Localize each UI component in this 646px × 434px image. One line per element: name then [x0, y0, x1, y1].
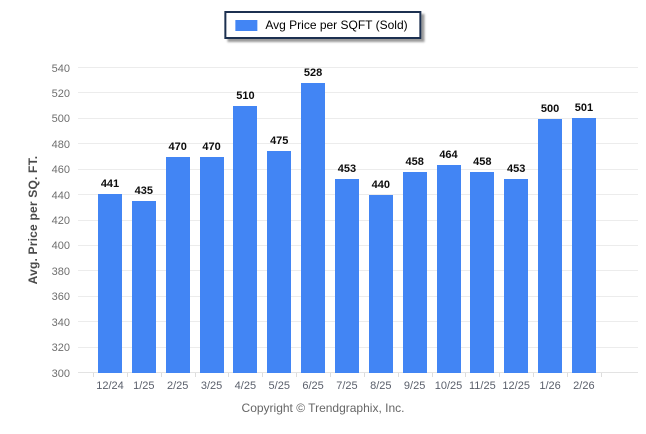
- x-tick-label: 8/25: [370, 380, 392, 392]
- bar-value-label: 475: [270, 134, 289, 147]
- y-tick-label: 380: [51, 265, 70, 278]
- gridline: [78, 92, 638, 94]
- gridline: [78, 67, 638, 68]
- x-boundary-tick: [262, 373, 264, 377]
- x-boundary-tick: [533, 373, 535, 377]
- legend-box: Avg Price per SQFT (Sold): [224, 11, 422, 39]
- bar: [98, 193, 122, 373]
- x-tick-label: 2/25: [166, 380, 189, 392]
- x-tick-label: 7/25: [336, 380, 358, 392]
- x-tick-label: 6/25: [302, 380, 324, 392]
- bar: [368, 195, 393, 373]
- y-tick-label: 540: [51, 62, 70, 75]
- x-tick-label: 1/26: [539, 380, 561, 392]
- y-tick-label: 440: [51, 189, 70, 202]
- gridline: [78, 117, 638, 119]
- bar: [402, 172, 427, 373]
- bar: [165, 156, 190, 373]
- y-tick-label: 520: [51, 87, 70, 100]
- bar-value-label: 500: [540, 102, 560, 115]
- x-boundary-tick: [363, 373, 365, 377]
- x-tick-label: 4/25: [234, 380, 257, 392]
- gridline: [78, 143, 638, 145]
- bar: [199, 156, 224, 373]
- plot-area: 300 320 340 360 380 400 420 440 460 480 500 520 540 4…: [52, 63, 638, 392]
- x-tick-label: 5/25: [268, 380, 290, 392]
- x-tick-label: 2/26: [573, 380, 595, 392]
- x-boundary-tick: [330, 373, 332, 377]
- bar-value-label: 470: [168, 140, 187, 153]
- bar: [301, 83, 326, 373]
- bar: [334, 178, 359, 373]
- bar: [131, 201, 156, 373]
- bar-value-label: 510: [236, 90, 255, 103]
- bar-value-label: 453: [337, 162, 357, 175]
- y-tick-label: 460: [51, 164, 70, 177]
- bar: [436, 164, 461, 373]
- x-tick-label: 10/25: [434, 380, 463, 392]
- legend-swatch-icon: [235, 19, 258, 31]
- y-tick-label: 480: [51, 138, 70, 151]
- y-tick-label: 300: [51, 367, 70, 380]
- x-tick-label: 12/24: [96, 380, 124, 392]
- x-boundary-tick: [431, 373, 433, 377]
- copyright-text: Copyright © Trendgraphix, Inc.: [241, 401, 405, 415]
- x-boundary-tick: [465, 373, 467, 377]
- x-boundary-tick: [194, 373, 196, 377]
- x-tick-label: 9/25: [403, 380, 426, 392]
- bar: [267, 150, 292, 373]
- x-boundary-tick: [93, 373, 95, 377]
- x-tick-label: 1/25: [133, 380, 155, 392]
- bar-value-label: 464: [439, 148, 458, 161]
- legend-label: Avg Price per SQFT (Sold): [265, 18, 408, 32]
- x-boundary-tick: [228, 373, 230, 377]
- x-tick-label: 3/25: [200, 380, 223, 392]
- y-tick-label: 400: [51, 240, 70, 253]
- x-boundary-tick: [296, 373, 298, 377]
- bar: [470, 172, 495, 373]
- gridline: [78, 168, 638, 170]
- bar: [538, 118, 563, 373]
- bar-value-label: 528: [303, 67, 323, 80]
- bar-value-label: 458: [405, 156, 424, 169]
- x-boundary-tick: [126, 373, 128, 377]
- y-tick-label: 360: [51, 291, 70, 304]
- y-tick-label: 340: [51, 316, 70, 329]
- x-boundary-tick: [160, 373, 162, 377]
- bar: [504, 178, 529, 373]
- y-tick-label: 500: [51, 113, 70, 126]
- bar-value-label: 458: [473, 156, 492, 169]
- bar-value-label: 501: [574, 101, 594, 114]
- x-boundary-tick: [566, 373, 568, 377]
- x-boundary-tick: [600, 373, 602, 377]
- y-tick-label: 420: [51, 215, 70, 227]
- x-tick-label: 11/25: [468, 380, 496, 392]
- x-boundary-tick: [397, 373, 399, 377]
- bar-value-label: 440: [371, 179, 390, 192]
- bar-value-label: 470: [202, 140, 221, 153]
- bar-value-label: 453: [507, 162, 526, 175]
- bar: [233, 106, 258, 373]
- y-tick-label: 320: [51, 342, 70, 355]
- bar: [571, 117, 596, 373]
- x-boundary-tick: [499, 373, 501, 377]
- bar-value-label: 441: [100, 177, 120, 190]
- x-tick-label: 12/25: [502, 380, 530, 392]
- bar-value-label: 435: [134, 185, 154, 198]
